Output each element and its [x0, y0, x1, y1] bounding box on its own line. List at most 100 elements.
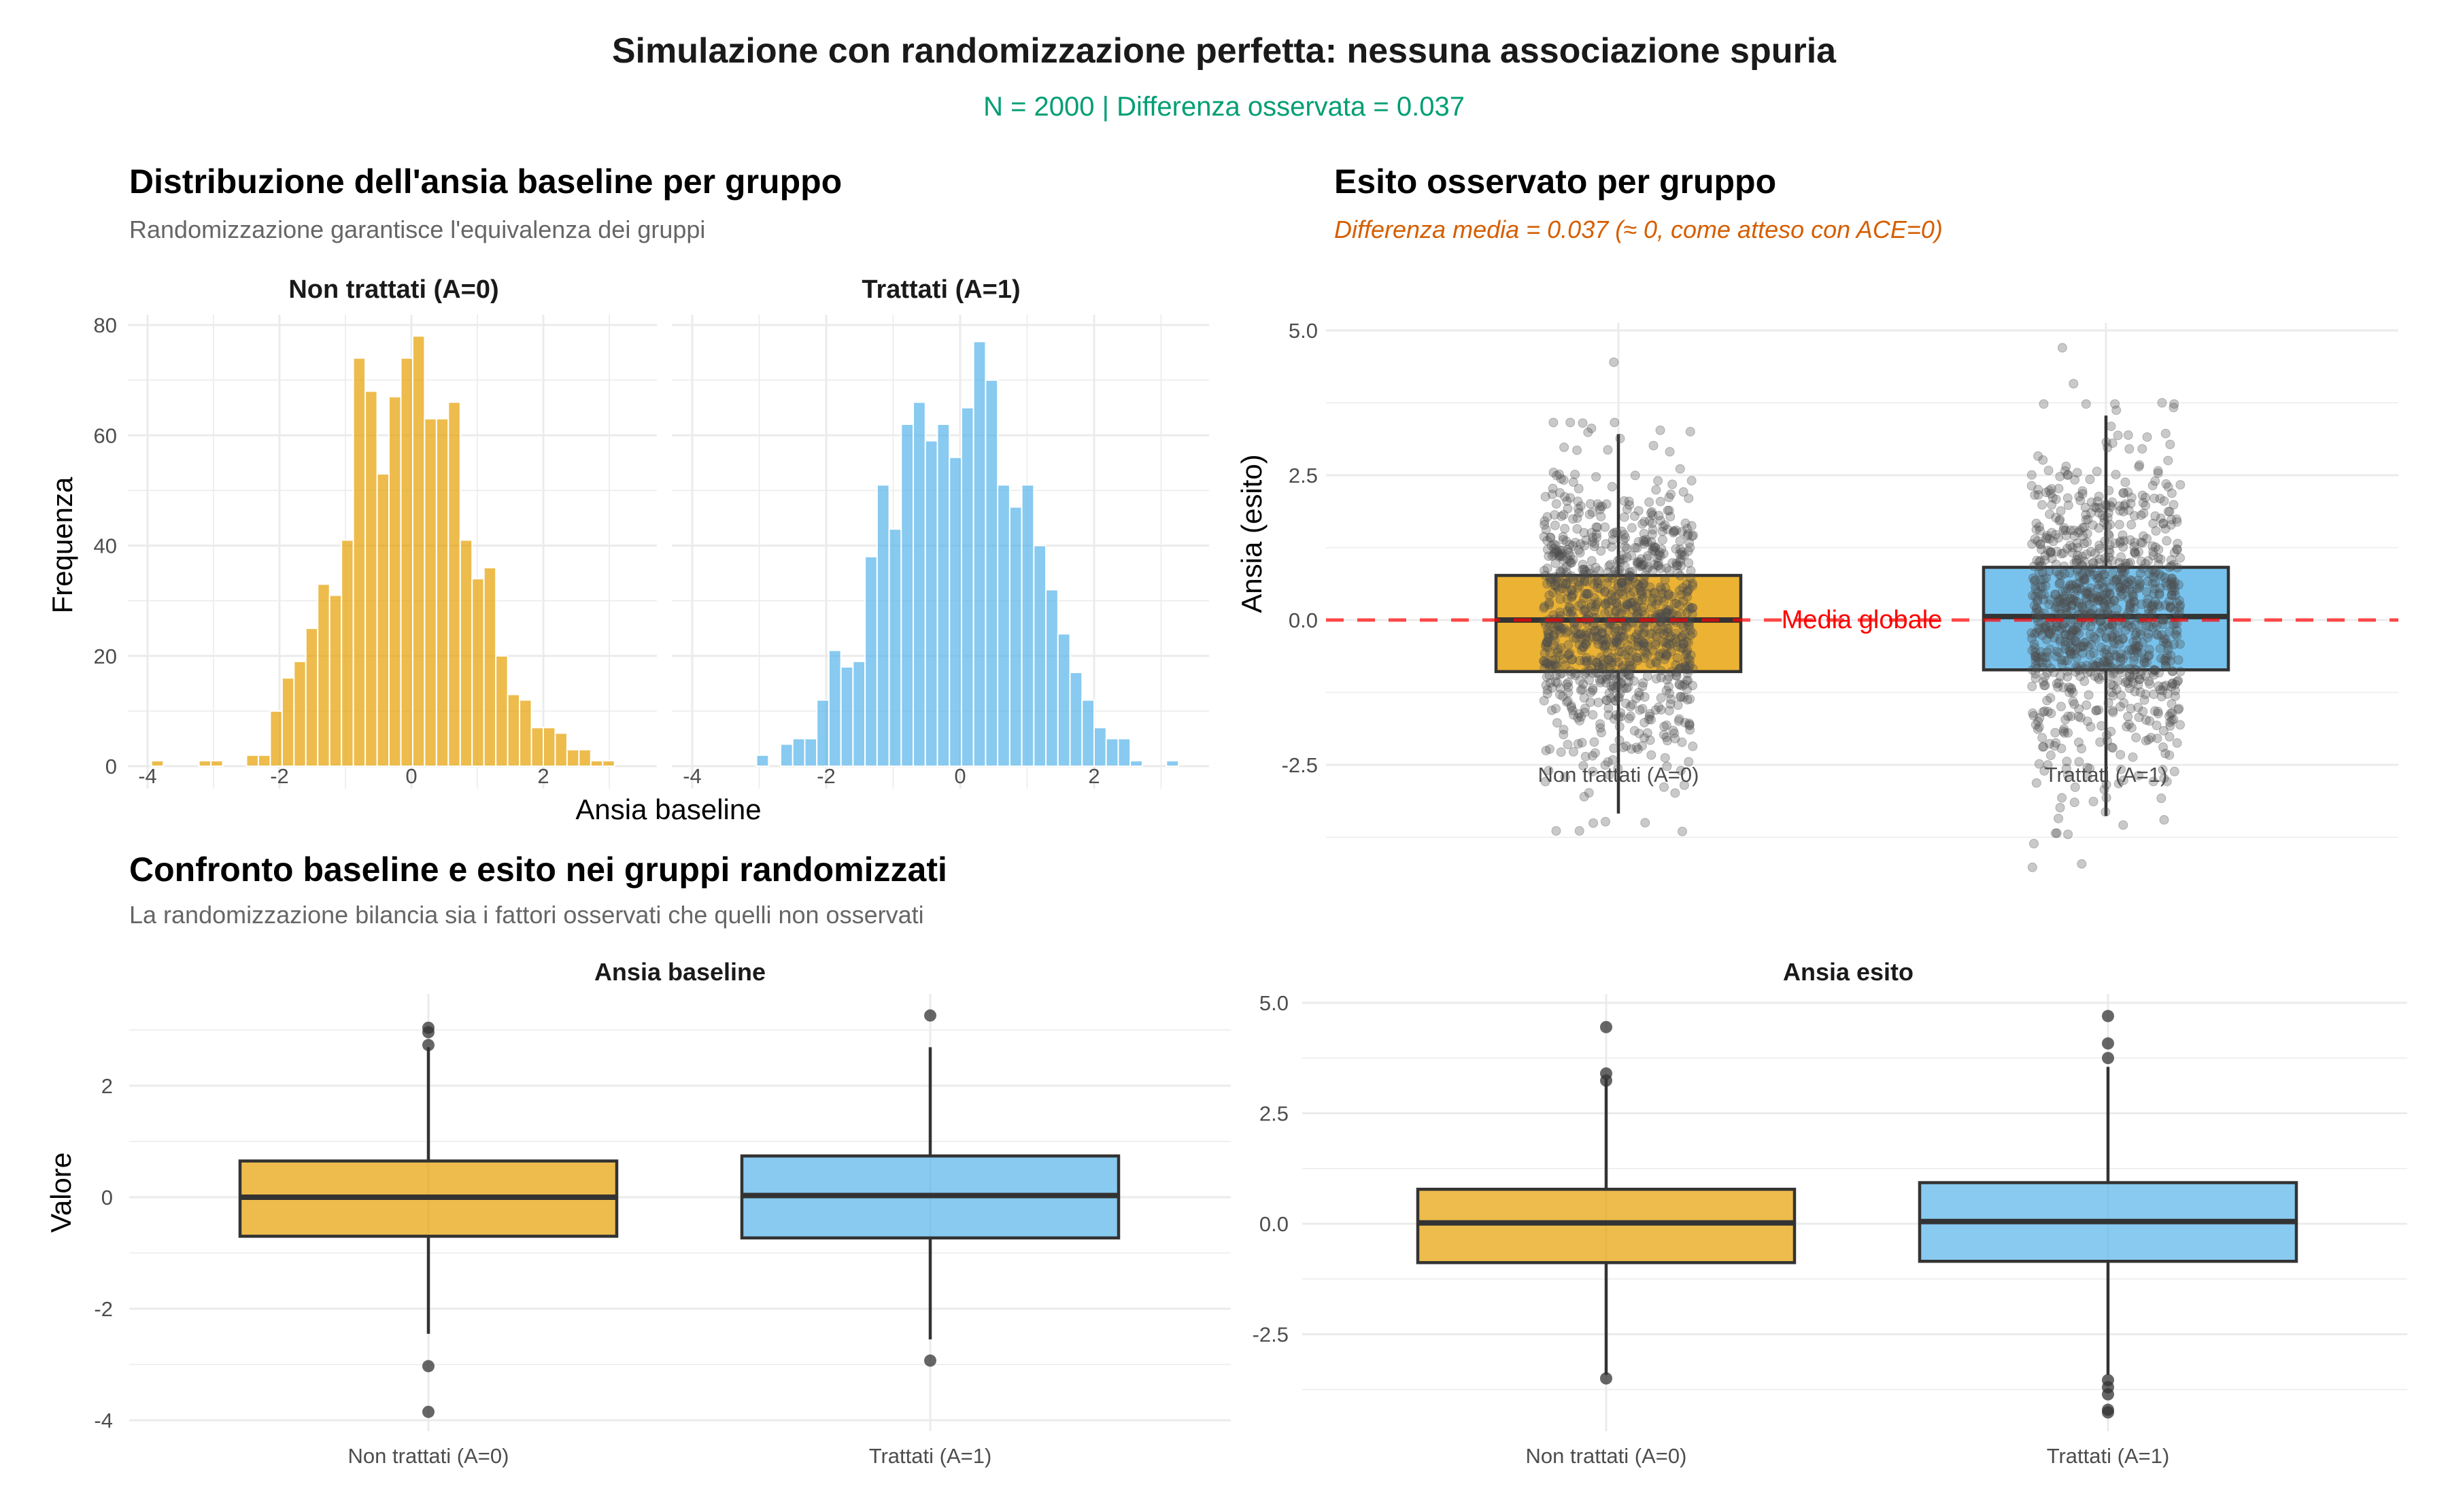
- jitter-point: [2030, 575, 2040, 585]
- jitter-point: [1542, 563, 1552, 573]
- jitter-point: [2123, 558, 2133, 568]
- jitter-point: [2115, 656, 2126, 666]
- jitter-point: [1676, 692, 1686, 702]
- jitter-point: [1607, 596, 1617, 606]
- jitter-point: [1550, 704, 1561, 714]
- jitter-point: [2060, 602, 2071, 613]
- jitter-point: [1667, 591, 1678, 602]
- jitter-point: [2149, 666, 2159, 676]
- jitter-point: [1600, 640, 1610, 650]
- jitter-point: [1593, 631, 1603, 641]
- jitter-point: [1554, 607, 1565, 617]
- jitter-point: [2128, 589, 2138, 600]
- jitter-point: [2158, 681, 2169, 691]
- jitter-point: [2107, 645, 2118, 655]
- jitter-point: [1641, 648, 1651, 658]
- jitter-point: [1595, 719, 1605, 729]
- x-tick-label: -2: [270, 764, 289, 788]
- jitter-point: [2051, 738, 2061, 748]
- jitter-point: [1607, 481, 1617, 492]
- jitter-point: [2045, 509, 2055, 519]
- jitter-point: [1674, 600, 1684, 610]
- jitter-point: [1613, 693, 1623, 703]
- histogram-bar: [1057, 633, 1071, 767]
- jitter-point: [1687, 579, 1697, 589]
- jitter-point: [1595, 678, 1605, 688]
- jitter-point: [1550, 547, 1560, 557]
- jitter-point: [2056, 623, 2067, 634]
- jitter-point: [1558, 534, 1568, 545]
- figure-title: Simulazione con randomizzazione perfetta…: [612, 31, 1837, 71]
- jitter-point: [2067, 543, 2077, 553]
- jitter-point: [1545, 678, 1555, 688]
- jitter-point: [1653, 624, 1663, 634]
- jitter-point: [1630, 632, 1640, 642]
- jitter-point: [2027, 665, 2037, 675]
- jitter-point: [2060, 569, 2070, 579]
- jitter-point: [2069, 526, 2079, 536]
- jitter-point: [1597, 628, 1608, 638]
- jitter-point: [2145, 716, 2155, 726]
- histogram-bar: [578, 749, 592, 767]
- jitter-point: [1550, 636, 1560, 646]
- jitter-point: [2167, 708, 2177, 718]
- jitter-point: [2167, 679, 2177, 689]
- jitter-point: [2163, 456, 2173, 466]
- jitter-point: [1679, 622, 1689, 632]
- jitter-point: [1655, 628, 1665, 638]
- jitter-point: [2165, 579, 2175, 589]
- jitter-point: [2154, 668, 2164, 678]
- jitter-point: [2153, 708, 2163, 719]
- jitter-point: [2132, 583, 2143, 594]
- jitter-point: [2137, 444, 2147, 454]
- jitter-point: [1614, 676, 1624, 686]
- jitter-point: [2067, 626, 2077, 636]
- jitter-point: [2107, 632, 2118, 642]
- jitter-point: [2081, 549, 2092, 560]
- jitter-point: [1601, 633, 1611, 643]
- jitter-point: [1637, 595, 1647, 605]
- jitter-point: [1612, 681, 1622, 691]
- jitter-point: [1557, 668, 1567, 678]
- jitter-point: [1561, 579, 1571, 589]
- jitter-point: [2149, 572, 2159, 583]
- jitter-point: [2105, 589, 2115, 600]
- jitter-point: [2143, 676, 2154, 687]
- jitter-point: [1650, 546, 1660, 556]
- jitter-point: [2073, 528, 2084, 538]
- jitter-point: [2169, 639, 2179, 649]
- jitter-point: [1587, 655, 1597, 666]
- jitter-point: [2143, 651, 2154, 662]
- jitter-point: [2159, 655, 2169, 666]
- jitter-point: [2172, 544, 2182, 554]
- jitter-point: [1664, 566, 1674, 576]
- jitter-point: [1555, 669, 1565, 679]
- jitter-point: [1620, 698, 1631, 708]
- jitter-point: [1610, 591, 1620, 602]
- jitter-point: [1652, 658, 1662, 668]
- jitter-point: [2035, 555, 2045, 566]
- jitter-point: [1544, 766, 1554, 776]
- jitter-point: [2101, 437, 2111, 447]
- jitter-point: [2109, 664, 2120, 674]
- jitter-point: [2060, 630, 2071, 640]
- jitter-point: [1634, 625, 1644, 635]
- jitter-point: [1671, 526, 1681, 536]
- jitter-point: [2165, 601, 2175, 611]
- jitter-point: [1674, 714, 1684, 724]
- outlier-point: [924, 1354, 936, 1367]
- jitter-point: [1556, 474, 1566, 484]
- jitter-point: [2111, 405, 2122, 415]
- jitter-point: [2130, 538, 2140, 548]
- jitter-point: [2052, 651, 2062, 662]
- jitter-point: [1609, 357, 1619, 367]
- jitter-point: [2108, 707, 2118, 717]
- jitter-point: [1646, 750, 1656, 760]
- jitter-point: [1540, 601, 1550, 611]
- jitter-point: [2166, 699, 2177, 709]
- jitter-point: [1544, 629, 1554, 639]
- jitter-point: [1639, 641, 1649, 651]
- jitter-point: [2036, 574, 2046, 585]
- jitter-point: [2156, 630, 2166, 640]
- jitter-point: [2149, 706, 2160, 716]
